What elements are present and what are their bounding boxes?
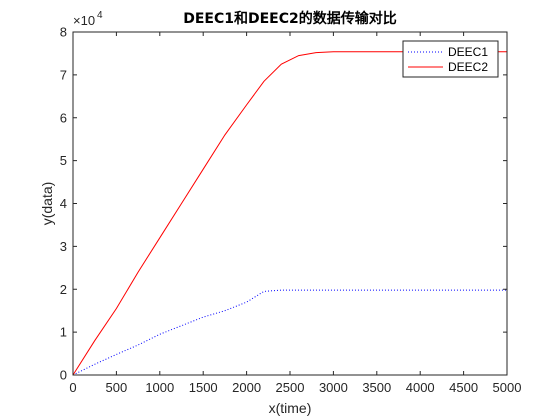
y-exponent-base: ×10 bbox=[73, 13, 95, 28]
y-tick-label: 3 bbox=[60, 239, 67, 254]
x-tick-label: 1000 bbox=[145, 380, 174, 395]
legend-label-deec2: DEEC2 bbox=[448, 60, 488, 74]
y-tick-label: 2 bbox=[60, 282, 67, 297]
legend-box bbox=[402, 40, 499, 78]
plot-area bbox=[73, 32, 507, 375]
x-tick-label: 1500 bbox=[189, 380, 218, 395]
y-tick-label: 1 bbox=[60, 325, 67, 340]
series-line-deec2 bbox=[72, 51, 507, 376]
x-axis-title: x(time) bbox=[269, 400, 312, 416]
chart-title: DEEC1和DEEC2的数据传输对比 bbox=[183, 10, 397, 27]
x-tick-label: 2000 bbox=[232, 380, 261, 395]
ticks-layer: 0 500 1000 1500 2000 2500 3000 3500 4000 4500 5000… bbox=[60, 25, 522, 396]
x-tick-label: 2500 bbox=[276, 380, 305, 395]
y-exponent-power: 4 bbox=[97, 10, 103, 21]
y-axis-exponent: ×10 4 bbox=[73, 10, 103, 28]
x-tick-label: 5000 bbox=[493, 380, 522, 395]
series-layer bbox=[72, 51, 507, 376]
x-tick-label: 0 bbox=[69, 380, 76, 395]
y-tick-label: 6 bbox=[60, 110, 67, 125]
y-axis-title: y(data) bbox=[39, 182, 55, 226]
y-tick-label: 7 bbox=[60, 67, 67, 82]
plot-axes bbox=[73, 32, 507, 375]
legend-label-deec1: DEEC1 bbox=[448, 45, 488, 59]
x-tick-label: 3500 bbox=[362, 380, 391, 395]
y-tick-label: 8 bbox=[60, 25, 67, 40]
x-tick-label: 3000 bbox=[319, 380, 348, 395]
y-tick-label: 4 bbox=[60, 196, 67, 211]
x-tick-label: 500 bbox=[106, 380, 128, 395]
y-tick-label: 0 bbox=[60, 368, 67, 383]
x-tick-label: 4000 bbox=[406, 380, 435, 395]
x-tick-label: 4500 bbox=[449, 380, 478, 395]
y-tick-label: 5 bbox=[60, 153, 67, 168]
